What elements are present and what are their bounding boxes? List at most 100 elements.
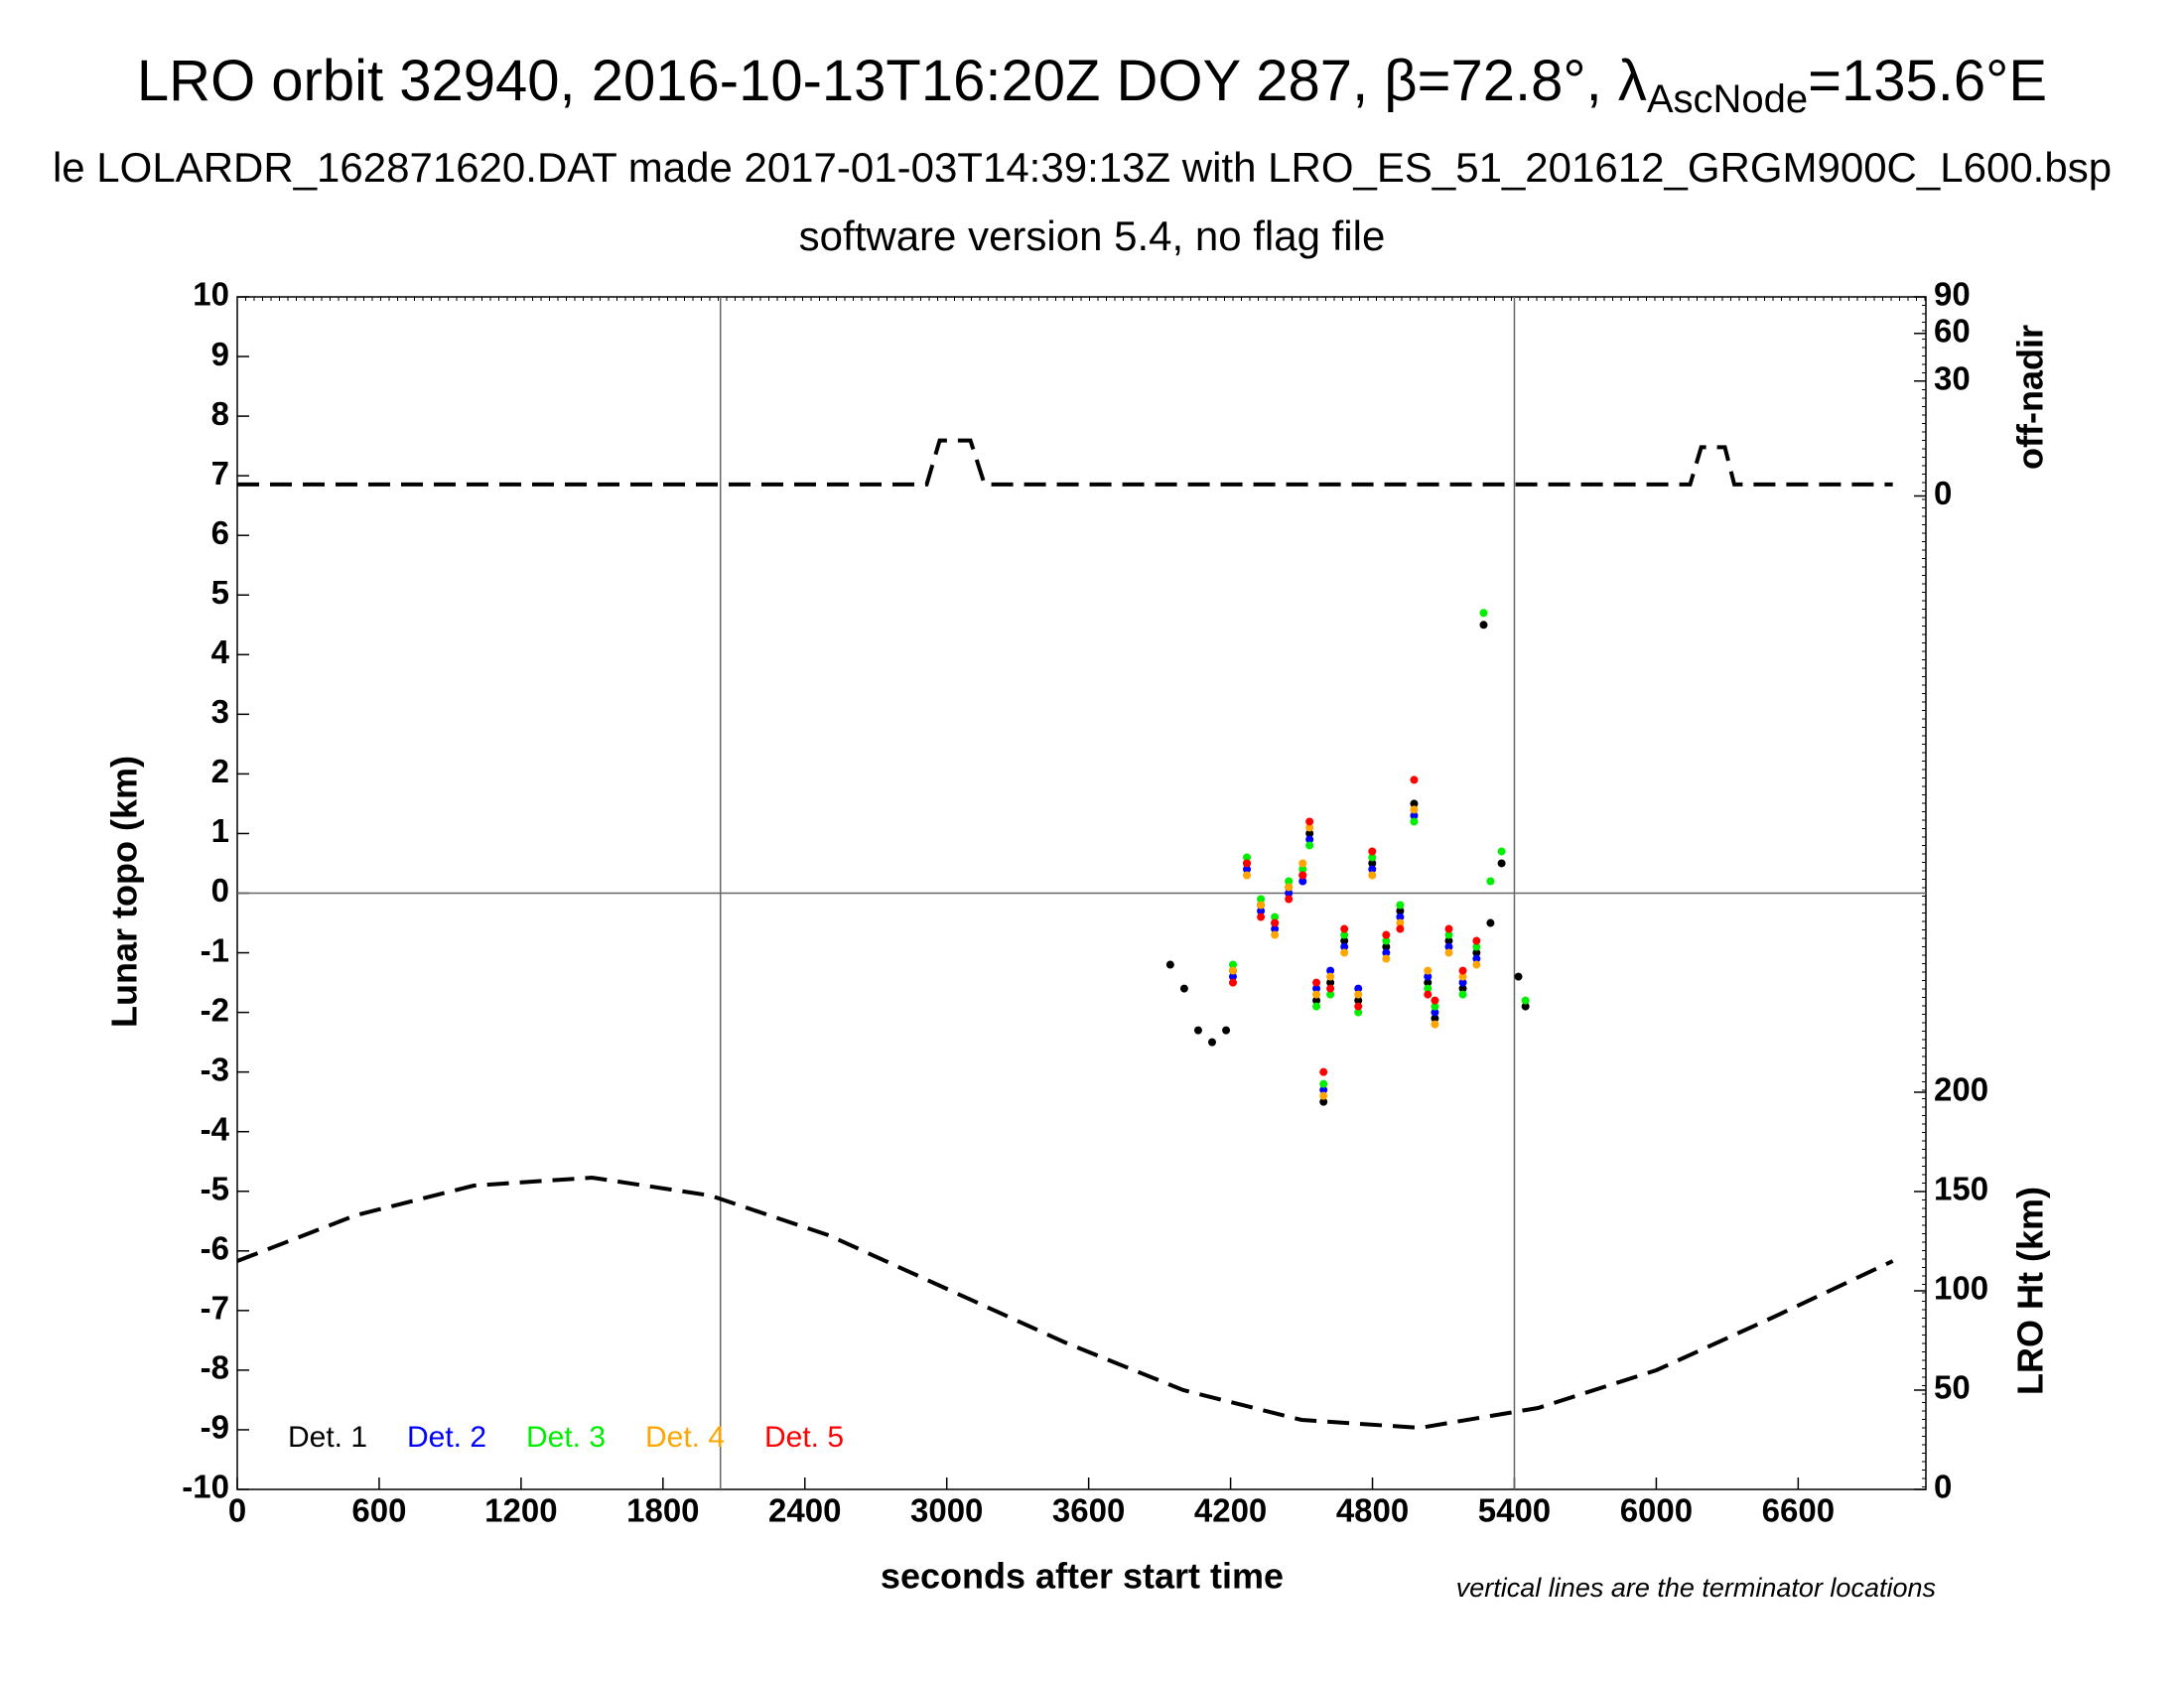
data-point	[1257, 913, 1266, 921]
x-tick-label: 5400	[1478, 1492, 1551, 1529]
data-point	[1326, 972, 1335, 981]
data-point	[1424, 978, 1433, 987]
x-tick-label: 600	[351, 1492, 406, 1529]
y-tick-label: 2	[211, 753, 229, 789]
data-point	[1354, 990, 1363, 999]
y-tick-label: -9	[201, 1409, 229, 1446]
y2-tick-label: 200	[1934, 1071, 1988, 1108]
data-point	[1486, 877, 1495, 886]
data-point	[1521, 1002, 1530, 1011]
data-point	[1444, 942, 1453, 951]
data-point	[1424, 990, 1433, 999]
data-point	[1431, 1002, 1439, 1011]
title-part: LRO orbit 32940, 2016-10-13T16:20Z DOY 2…	[137, 49, 1647, 113]
data-point	[1305, 829, 1314, 838]
data-point	[1257, 907, 1266, 915]
data-point	[1472, 954, 1481, 963]
data-point	[1298, 877, 1307, 886]
y-tick-label: 9	[211, 336, 229, 372]
note: vertical lines are the terminator locati…	[1456, 1573, 1936, 1603]
x-tick-label: 1200	[484, 1492, 557, 1529]
x-tick-label: 1800	[626, 1492, 699, 1529]
data-point	[1285, 877, 1294, 886]
data-point	[1340, 924, 1349, 933]
data-point	[1458, 972, 1467, 981]
data-point	[1271, 924, 1280, 933]
data-point	[1326, 984, 1335, 993]
data-point	[1326, 990, 1335, 999]
data-point	[1326, 966, 1335, 975]
y-tick-label: -8	[201, 1349, 229, 1386]
data-point	[1326, 978, 1335, 987]
legend-entry: Det. 1	[288, 1421, 367, 1454]
y-tick-label: 3	[211, 693, 229, 730]
x-tick-label: 2400	[768, 1492, 841, 1529]
subtitle: software version 5.4, no flag file	[799, 212, 1386, 259]
data-point	[1368, 853, 1377, 862]
data-point	[1514, 972, 1523, 981]
x-tick-label: 0	[228, 1492, 246, 1529]
data-point	[1472, 942, 1481, 951]
x-tick-label: 6600	[1762, 1492, 1835, 1529]
data-point	[1444, 930, 1453, 939]
data-point	[1382, 942, 1391, 951]
legend-entry: Det. 3	[526, 1421, 606, 1454]
data-point	[1424, 984, 1433, 993]
data-point	[1319, 1079, 1328, 1088]
data-point	[1312, 978, 1321, 987]
y-tick-label: 10	[193, 276, 229, 313]
data-point	[1228, 960, 1237, 969]
data-point	[1285, 889, 1294, 898]
x-tick-label: 3600	[1052, 1492, 1125, 1529]
data-point	[1396, 901, 1405, 910]
data-point	[1354, 984, 1363, 993]
data-point	[1479, 621, 1488, 630]
data-point	[1208, 1038, 1217, 1047]
data-point	[1257, 901, 1266, 910]
legend-entry: Det. 2	[407, 1421, 486, 1454]
data-point	[1354, 1002, 1363, 1011]
data-point	[1396, 907, 1405, 915]
y-tick-label: -6	[201, 1230, 229, 1267]
data-point	[1431, 1014, 1439, 1023]
data-point	[1486, 918, 1495, 927]
data-point	[1257, 895, 1266, 904]
y2-tick-label: 0	[1934, 1469, 1952, 1505]
data-point	[1340, 930, 1349, 939]
title-part: =135.6°E	[1808, 49, 2047, 113]
data-point	[1243, 853, 1252, 862]
data-point	[1444, 924, 1453, 933]
data-point	[1319, 1091, 1328, 1100]
data-point	[1228, 978, 1237, 987]
y-tick-label: 6	[211, 514, 229, 551]
data-point	[1271, 930, 1280, 939]
data-point	[1312, 996, 1321, 1005]
y2-tick-label: 150	[1934, 1171, 1988, 1207]
data-point	[1431, 1008, 1439, 1017]
data-point	[1472, 948, 1481, 957]
y-tick-label: -10	[182, 1469, 229, 1505]
data-point	[1410, 775, 1419, 784]
data-point	[1340, 948, 1349, 957]
data-point	[1382, 954, 1391, 963]
data-point	[1472, 960, 1481, 969]
data-point	[1410, 817, 1419, 826]
y3-tick-label: 90	[1934, 276, 1971, 313]
y3-tick-label: 30	[1934, 359, 1971, 396]
subtitle: le LOLARDR_162871620.DAT made 2017-01-03…	[53, 144, 2112, 191]
data-point	[1165, 960, 1174, 969]
y-tick-label: -3	[201, 1051, 229, 1087]
y-tick-label: 8	[211, 395, 229, 432]
data-point	[1312, 984, 1321, 993]
data-point	[1271, 918, 1280, 927]
data-point	[1228, 972, 1237, 981]
y-tick-label: -1	[201, 931, 229, 968]
data-point	[1340, 942, 1349, 951]
data-point	[1382, 930, 1391, 939]
data-point	[1431, 996, 1439, 1005]
y3-axis-label: off-nadir	[2010, 325, 2051, 470]
data-point	[1458, 990, 1467, 999]
x-tick-label: 6000	[1620, 1492, 1693, 1529]
data-point	[1396, 913, 1405, 921]
data-point	[1424, 972, 1433, 981]
